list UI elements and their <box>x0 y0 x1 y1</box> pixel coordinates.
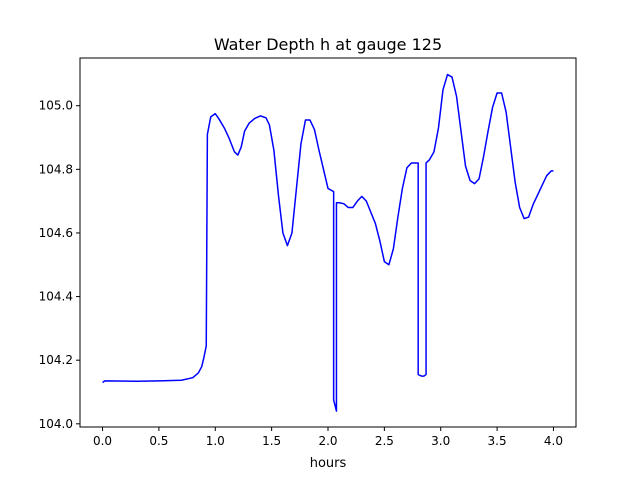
x-axis: 0.0 0.5 1.0 1.5 2.0 2.5 3.0 3.5 4.0 <box>93 427 563 448</box>
x-tick-label: 1.0 <box>206 434 225 448</box>
x-axis-label: hours <box>310 456 347 471</box>
y-tick-label: 105.0 <box>39 99 73 113</box>
x-tick-label: 0.5 <box>149 434 168 448</box>
x-tick-label: 2.0 <box>318 434 337 448</box>
plot-area <box>102 73 554 412</box>
y-tick-label: 104.8 <box>39 162 73 176</box>
x-tick-label: 1.5 <box>262 434 281 448</box>
y-tick-label: 104.0 <box>39 417 73 431</box>
x-tick-label: 2.5 <box>375 434 394 448</box>
x-tick-label: 3.0 <box>431 434 450 448</box>
y-axis: 104.0 104.2 104.4 104.6 104.8 105.0 <box>39 99 80 431</box>
series-line-0 <box>102 73 554 412</box>
chart-title: Water Depth h at gauge 125 <box>214 35 442 54</box>
x-tick-label: 4.0 <box>544 434 563 448</box>
y-tick-label: 104.2 <box>39 353 73 367</box>
y-tick-label: 104.4 <box>39 290 73 304</box>
x-tick-label: 3.5 <box>488 434 507 448</box>
y-tick-label: 104.6 <box>39 226 73 240</box>
x-tick-label: 0.0 <box>93 434 112 448</box>
